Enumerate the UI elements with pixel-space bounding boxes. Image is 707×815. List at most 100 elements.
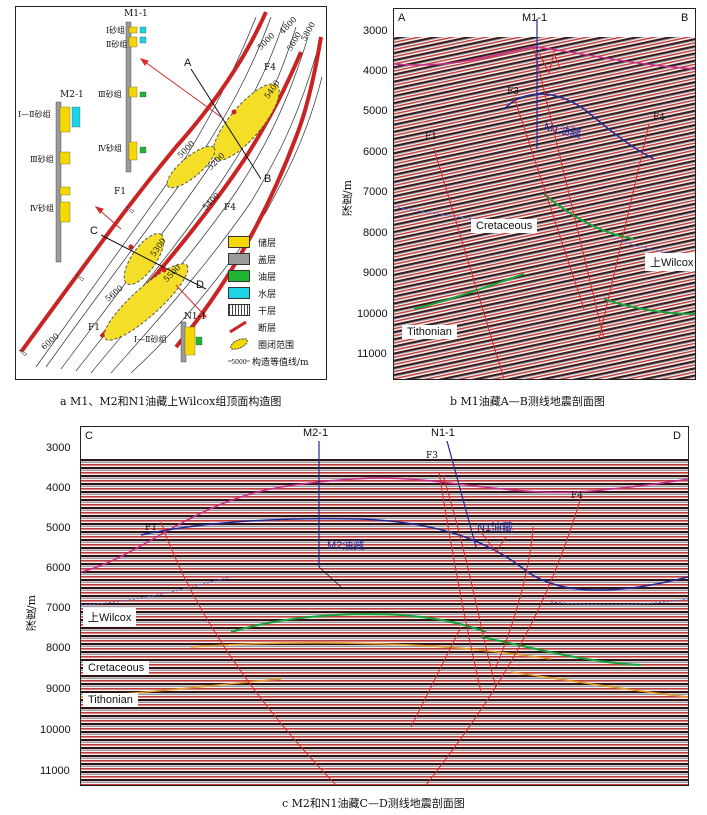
legend-label: 断层 [258,323,277,334]
y-tick-c: 3000 [46,442,71,454]
well-label-m2: M2-1 [303,427,329,439]
dry-layer-swatch [228,304,250,316]
map-legend: 储层 盖层 油层 水层 干层 断层 圈闭范围 5000 构造等值线/m [228,235,324,375]
legend-label: 油层 [258,272,277,283]
wilcox-label: 上Wilcox [645,253,695,271]
fault-lines-cd [160,471,582,785]
structure-map-panel: M1-1 M2-1 N1-1 Ⅰ砂组 Ⅱ砂组 Ⅲ砂组 Ⅳ砂组 Ⅰ—Ⅱ砂组 Ⅲ砂组… [15,6,327,380]
well-label-m1: M1-1 [522,12,548,24]
y-tick-c: 9000 [46,683,71,695]
trap-n1 [103,263,189,341]
tithonian-label: Tithonian [402,325,457,339]
reservoir-swatch [228,236,250,248]
point-c-label: C [90,225,98,237]
well-arrows [94,58,222,318]
well-label-m1: M1-1 [124,9,148,19]
sand-group-label: Ⅲ砂组 [30,155,54,164]
y-tick-b: 7000 [363,186,388,198]
well-m1-location [231,109,237,115]
fault-label-f3: F3 [426,451,438,461]
structure-map [18,11,323,374]
y-tick-b: 6000 [363,146,388,158]
fault-east [174,36,323,349]
well-trace-n1 [446,440,477,548]
caprock-swatch [228,253,250,265]
sand-group-label: Ⅳ砂组 [98,144,122,153]
well-m2-location [128,244,134,250]
point-a-label: A [184,57,192,69]
y-tick-b: 3000 [363,25,388,37]
fault-label-f4: F4 [653,113,665,123]
section-end-d: D [673,430,681,442]
wilcox-label: 上Wilcox [83,608,137,626]
sand-group-label: Ⅱ砂组 [106,40,128,49]
section-line-ab [190,68,262,180]
point-b-label: B [264,173,272,185]
fault-symbol-icon [229,321,247,333]
well-label-m2: M2-1 [60,90,84,100]
y-tick-c: 6000 [46,562,71,574]
y-tick-b: 4000 [363,65,388,77]
sand-group-label: Ⅳ砂组 [30,204,54,213]
y-tick-c: 11000 [40,765,70,777]
legend-label: 盖层 [258,255,277,266]
reservoir-label-m2: M2油藏 [327,540,365,552]
contour-symbol-icon: 5000 [228,357,250,366]
y-tick-b: 9000 [363,267,388,279]
y-tick-c: 10000 [40,724,71,736]
legend-label: 储层 [258,238,277,249]
y-tick-b: 5000 [363,105,388,117]
y-axis-label-c: 深度/m [25,595,38,632]
well-label-n1: N1-1 [431,427,455,439]
sand-group-label: Ⅰ—Ⅱ砂组 [134,335,167,344]
y-tick-c: 8000 [46,642,71,654]
well-n1-location [161,267,167,273]
fault-label-f3: F3 [507,87,519,97]
trap-m2 [123,232,165,286]
y-tick-b: 8000 [363,227,388,239]
legend-label: 圈闭范围 [258,340,295,351]
fault-label: F4 [264,63,276,73]
y-tick-c: 4000 [46,482,71,494]
oil-layer-swatch [228,270,250,282]
trap-m1b [166,145,216,189]
legend-label: 构造等值线/m [252,357,309,368]
well-label-n1: N1-1 [184,312,207,322]
y-tick-b: 11000 [357,348,387,360]
legend-label: 水层 [258,289,277,300]
y-tick-c: 7000 [46,602,71,614]
fault-label-f1: F1 [425,132,437,142]
seismic-section-cd: C D M2-1 N1-1 M2油藏 N1油藏 Cretaceous Titho… [80,426,689,786]
fault-f1 [19,11,268,354]
y-axis-label-b: 深度/m [341,180,354,217]
fault-lines-ab [433,48,650,379]
caption-b: b M1油藏A—B测线地震剖面图 [450,395,605,408]
well-columns [55,21,203,363]
section-end-b: B [681,12,689,24]
sand-group-label: Ⅲ砂组 [98,90,122,99]
legend-label: 干层 [258,306,277,317]
sand-group-label: Ⅰ砂组 [106,26,126,35]
seismic-section-ab: A B M1-1 M1油藏 Cretaceous Tithonian 上Wilc… [393,8,696,380]
section-line-cd [100,234,207,290]
trap-areas [103,83,280,341]
contour-legend-value: 5000 [231,359,246,366]
fault-label: F1 [114,187,126,197]
y-tick-b: 10000 [357,308,388,320]
cretaceous-label: Cretaceous [471,219,538,233]
caption-c: c M2和N1油藏C—D测线地震剖面图 [282,797,465,810]
seismic-image-cd [81,427,688,785]
water-layer-swatch [228,287,250,299]
cretaceous-label: Cretaceous [83,661,150,675]
fault-label: F4 [224,203,236,213]
caption-a: a M1、M2和N1油藏上Wilcox组顶面构造图 [60,395,282,408]
y-tick-c: 5000 [46,522,71,534]
section-end-c: C [85,430,93,442]
seismic-image-ab [394,9,695,379]
trap-symbol-icon [230,338,248,350]
tithonian-label: Tithonian [83,693,138,707]
fault-label-f1: F1 [145,523,157,533]
fault-label-f4: F4 [571,491,583,501]
sand-group-label: Ⅰ—Ⅱ砂组 [18,110,51,119]
section-end-a: A [398,12,406,24]
